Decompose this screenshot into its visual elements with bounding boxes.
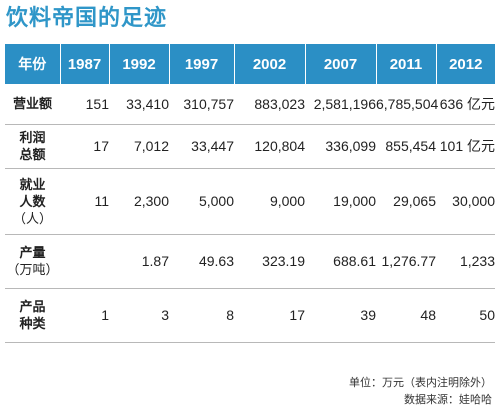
row-label-line: 营业额 <box>12 96 52 112</box>
table-cell: 50 <box>436 288 495 343</box>
table-cell: 5,000 <box>169 168 234 235</box>
table-cell: 6,785,504 <box>376 84 438 125</box>
table-row-employees: 就业 人数 （人） 11 2,300 5,000 9,000 19,000 29… <box>5 168 495 235</box>
row-label-unit: （人） <box>12 210 52 226</box>
row-label-unit: （万吨） <box>6 262 59 277</box>
row-label-line: 利润 <box>19 130 46 145</box>
table-cell: 310,757 <box>169 84 234 125</box>
table-row-revenue: 营业额 151 33,410 310,757 883,023 2,581,196… <box>5 84 495 125</box>
row-label: 利润 总额 <box>5 124 60 169</box>
page-title: 饮料帝国的足迹 <box>6 6 168 31</box>
row-label: 产品 种类 <box>5 288 60 343</box>
table-cell: 3 <box>109 288 169 343</box>
row-label-line: 种类 <box>19 316 46 331</box>
table-cell: 120,804 <box>234 124 305 169</box>
table-cell: 101 亿元 <box>436 124 495 169</box>
data-table: 年份 1987 1992 1997 2002 2007 2011 2012 营业… <box>5 44 495 343</box>
row-label-line: 产品 <box>19 299 46 314</box>
table-cell: 855,454 <box>376 124 436 169</box>
table-cell: 151 <box>60 84 109 125</box>
table-cell: 2,300 <box>109 168 169 235</box>
table-cell: 49.63 <box>169 234 234 289</box>
table-cell: 29,065 <box>376 168 436 235</box>
table-header-row: 年份 1987 1992 1997 2002 2007 2011 2012 <box>5 44 495 84</box>
source-note: 数据来源：娃哈哈 <box>404 393 492 406</box>
table-cell: 1,233 <box>436 234 495 289</box>
header-year: 2011 <box>375 44 436 84</box>
table-cell: 1,276.77 <box>376 234 436 289</box>
table-cell: 33,447 <box>169 124 234 169</box>
table-cell: 883,023 <box>234 84 305 125</box>
table-cell: 39 <box>305 288 376 343</box>
table-row-output: 产量 （万吨） 1.87 49.63 323.19 688.61 1,276.7… <box>5 234 495 289</box>
row-label-line: 总额 <box>19 147 46 162</box>
table-cell: 8 <box>169 288 234 343</box>
row-label-line: 就业 <box>19 176 46 192</box>
table-cell: 9,000 <box>234 168 305 235</box>
header-year: 1987 <box>59 44 109 84</box>
table-cell: 688.61 <box>305 234 376 289</box>
header-year: 2007 <box>304 44 376 84</box>
table-cell: 1.87 <box>109 234 169 289</box>
header-year: 1992 <box>108 44 169 84</box>
table-cell: 323.19 <box>234 234 305 289</box>
header-year-label: 年份 <box>5 44 60 84</box>
row-label-line: 人数 <box>19 193 46 209</box>
table-cell: 48 <box>376 288 436 343</box>
table-row-profit: 利润 总额 17 7,012 33,447 120,804 336,099 85… <box>5 124 495 169</box>
header-year: 1997 <box>168 44 234 84</box>
table-cell: 11 <box>60 168 109 235</box>
table-cell: 30,000 <box>436 168 495 235</box>
table-cell: 336,099 <box>305 124 376 169</box>
table-cell: 19,000 <box>305 168 376 235</box>
row-label: 产量 （万吨） <box>5 234 60 289</box>
table-cell <box>60 234 109 289</box>
table-cell: 33,410 <box>109 84 169 125</box>
table-cell: 2,581,196 <box>305 84 376 125</box>
table-cell: 17 <box>234 288 305 343</box>
row-label-line: 产量 <box>19 245 46 260</box>
header-year: 2002 <box>233 44 305 84</box>
row-label: 营业额 <box>5 84 60 125</box>
header-year: 2012 <box>435 44 495 84</box>
table-cell: 7,012 <box>109 124 169 169</box>
unit-note: 单位：万元（表内注明除外） <box>349 376 492 389</box>
row-label: 就业 人数 （人） <box>5 168 60 235</box>
table-cell: 17 <box>60 124 109 169</box>
table-row-product-types: 产品 种类 1 3 8 17 39 48 50 <box>5 288 495 343</box>
table-cell: 636 亿元 <box>436 84 495 125</box>
table-cell: 1 <box>60 288 109 343</box>
